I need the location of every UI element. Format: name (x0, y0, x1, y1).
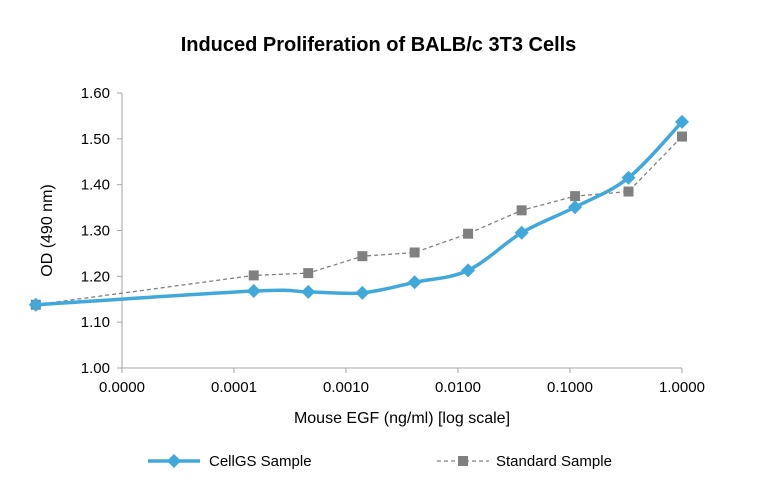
data-point-cellgs (621, 170, 636, 185)
y-tick-label: 1.10 (81, 314, 110, 331)
y-tick-label: 1.50 (81, 131, 110, 148)
data-point-cellgs (514, 225, 529, 240)
data-point-standard (623, 186, 634, 197)
x-tick-label: 0.0010 (323, 379, 369, 396)
y-tick-label: 1.00 (81, 360, 110, 377)
data-point-cellgs (246, 284, 261, 298)
data-point-cellgs (301, 284, 316, 299)
series-line-standard (35, 136, 683, 306)
data-point-standard (409, 247, 420, 258)
data-point-standard (570, 191, 581, 202)
data-point-cellgs (675, 114, 689, 129)
x-tick-label: 1.0000 (659, 379, 705, 396)
legend-label-cellgs: CellGS Sample (209, 453, 312, 470)
x-tick-label: 0.0001 (211, 379, 257, 396)
data-point-cellgs (28, 297, 43, 312)
data-point-standard (516, 205, 527, 216)
y-tick-label: 1.60 (81, 85, 110, 102)
data-point-cellgs (568, 200, 583, 215)
data-point-standard (357, 251, 368, 262)
x-tick-label: 0.0100 (435, 379, 481, 396)
y-axis-title: OD (490 nm) (39, 184, 56, 276)
x-axis-title: Mouse EGF (ng/ml) [log scale] (294, 410, 510, 427)
legend-marker-standard (458, 456, 468, 466)
legend-label-standard: Standard Sample (496, 453, 612, 470)
chart-title: Induced Proliferation of BALB/c 3T3 Cell… (180, 34, 577, 56)
data-point-standard (463, 228, 474, 239)
series-line-cellgs (35, 120, 684, 307)
data-point-standard (677, 131, 687, 142)
data-point-cellgs (461, 263, 476, 278)
data-point-standard (248, 270, 259, 281)
data-point-cellgs (407, 275, 422, 290)
legend-item-standard: Standard Sample (437, 453, 612, 470)
legend-marker-cellgs (167, 454, 181, 468)
y-tick-label: 1.30 (81, 223, 110, 240)
y-tick-label: 1.20 (81, 268, 110, 285)
y-tick-label: 1.40 (81, 177, 110, 194)
x-tick-label: 0.0000 (99, 379, 145, 396)
data-point-standard (303, 268, 314, 279)
series-standard (30, 131, 687, 310)
series-cellgs (28, 114, 689, 312)
data-point-cellgs (355, 285, 370, 300)
legend-item-cellgs: CellGS Sample (148, 453, 312, 470)
x-tick-label: 0.1000 (547, 379, 593, 396)
